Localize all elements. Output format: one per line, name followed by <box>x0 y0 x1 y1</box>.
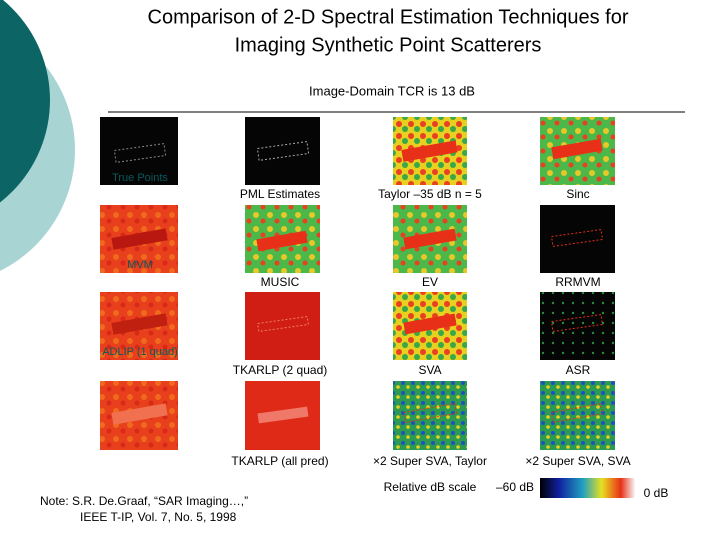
panel-label: Sinc <box>566 187 589 201</box>
panel-label: True Points <box>112 172 168 184</box>
panel-label: TKARLP (2 quad) <box>233 363 328 377</box>
subtitle: Image-Domain TCR is 13 dB <box>309 83 475 98</box>
panel-label: PML Estimates <box>240 187 320 201</box>
decor-circle <box>0 0 50 203</box>
colorbar <box>540 478 635 498</box>
panel-label: MVM <box>127 259 153 271</box>
note: Note: S.R. De.Graaf, “SAR Imaging…,” <box>40 494 248 508</box>
panel-label: EV <box>422 275 438 289</box>
panel-label: ASR <box>566 363 591 377</box>
panel-label: Taylor –35 dB n = 5 <box>378 187 482 201</box>
panel-label: ADLIP (1 quad) <box>102 346 178 358</box>
panel-label: ×2 Super SVA, SVA <box>525 454 630 468</box>
note: IEEE T-IP, Vol. 7, No. 5, 1998 <box>80 510 237 524</box>
images <box>100 117 615 450</box>
scale-label: Relative dB scale <box>384 480 477 494</box>
scale-min: –60 dB <box>496 480 534 494</box>
title: Imaging Synthetic Point Scatterers <box>235 34 542 56</box>
panel-label: MUSIC <box>261 275 300 289</box>
scale-max: 0 dB <box>644 486 669 500</box>
panel-label: SVA <box>418 363 441 377</box>
panel-label: ×2 Super SVA, Taylor <box>373 454 487 468</box>
title: Comparison of 2-D Spectral Estimation Te… <box>148 6 629 28</box>
panel-label: RRMVM <box>555 275 600 289</box>
panel-label: TKARLP (all pred) <box>231 454 328 468</box>
